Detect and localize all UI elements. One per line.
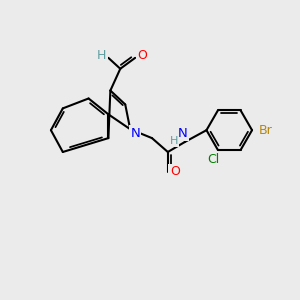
Text: O: O [170, 165, 180, 178]
Text: N: N [178, 127, 188, 140]
Text: N: N [130, 127, 140, 140]
Text: Cl: Cl [207, 153, 219, 166]
Text: H: H [97, 50, 106, 62]
Text: Br: Br [259, 124, 273, 137]
Text: O: O [137, 50, 147, 62]
Text: H: H [169, 136, 178, 146]
